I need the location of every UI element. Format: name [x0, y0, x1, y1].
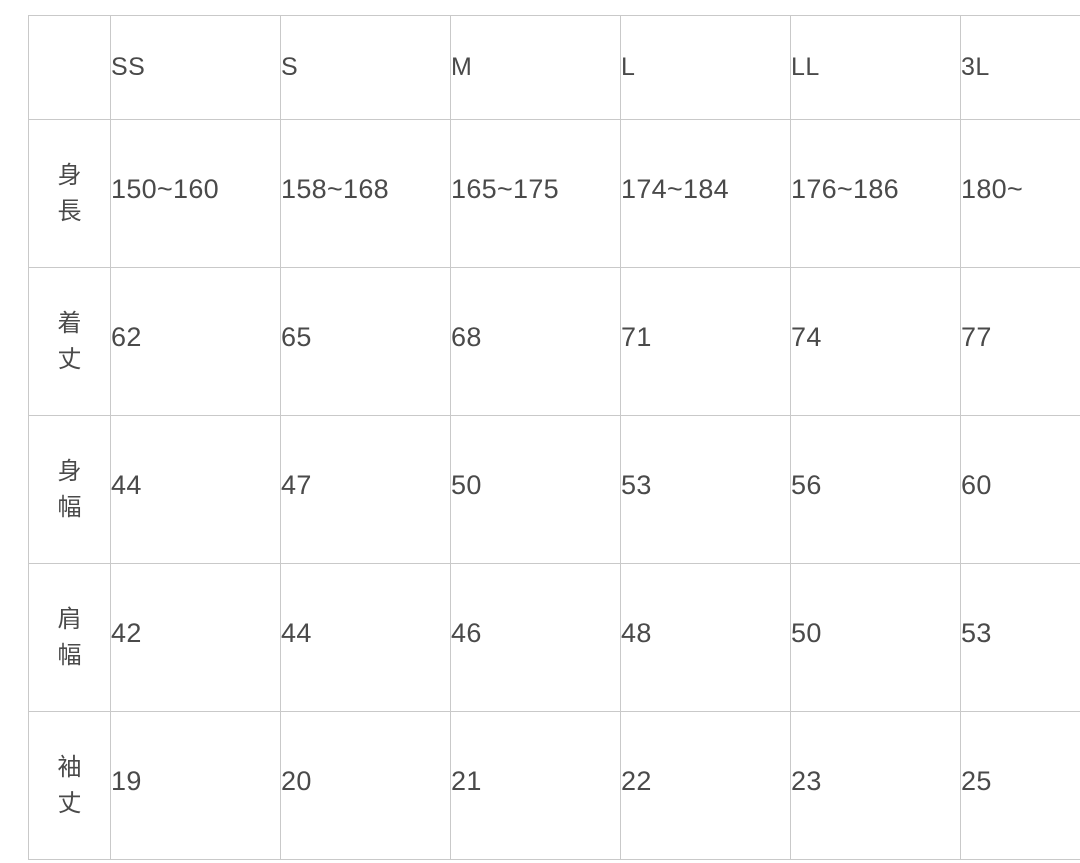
cell-value: 53 — [621, 470, 652, 500]
table-cell: 174~184 — [620, 119, 791, 268]
cell-value: 23 — [791, 766, 822, 796]
row-label-shincho: 身 長 — [28, 119, 111, 268]
table-cell: 44 — [280, 563, 451, 712]
table-cell: 50 — [450, 415, 621, 564]
table-cell: 56 — [790, 415, 961, 564]
cell-value: 158~168 — [281, 174, 389, 204]
cell-value: 150~160 — [111, 174, 219, 204]
table-cell: 23 — [790, 711, 961, 860]
row-label-char: 幅 — [57, 641, 82, 669]
table-row: 身 幅 44 47 50 53 56 60 — [28, 415, 1080, 564]
row-label-char: 袖 — [57, 753, 82, 781]
table-corner-cell — [28, 15, 111, 120]
cell-value: 60 — [961, 470, 992, 500]
table-row: 袖 丈 19 20 21 22 23 25 — [28, 711, 1080, 860]
table-cell: 53 — [960, 563, 1080, 712]
cell-value: 44 — [111, 470, 142, 500]
row-label-char: 肩 — [57, 605, 82, 633]
table-cell: 46 — [450, 563, 621, 712]
cell-value: 48 — [621, 618, 652, 648]
cell-value: 50 — [791, 618, 822, 648]
row-label-char: 長 — [57, 197, 82, 225]
cell-value: 44 — [281, 618, 312, 648]
row-label-katahaba: 肩 幅 — [28, 563, 111, 712]
table-cell: 71 — [620, 267, 791, 416]
table-cell: 150~160 — [110, 119, 281, 268]
table-cell: 60 — [960, 415, 1080, 564]
cell-value: 47 — [281, 470, 312, 500]
table-row: 身 長 150~160 158~168 165~175 174~184 176~… — [28, 119, 1080, 268]
cell-value: 180~ — [961, 174, 1024, 204]
row-label-char: 幅 — [57, 493, 82, 521]
cell-value: 68 — [451, 322, 482, 352]
cell-value: 25 — [961, 766, 992, 796]
table-cell: 180~ — [960, 119, 1080, 268]
cell-value: 19 — [111, 766, 142, 796]
table-cell: 62 — [110, 267, 281, 416]
cell-value: 174~184 — [621, 174, 729, 204]
cell-value: 74 — [791, 322, 822, 352]
column-header-m: M — [450, 15, 621, 120]
table-row: 着 丈 62 65 68 71 74 77 — [28, 267, 1080, 416]
table-cell: 53 — [620, 415, 791, 564]
table-cell: 176~186 — [790, 119, 961, 268]
cell-value: 165~175 — [451, 174, 559, 204]
cell-value: 56 — [791, 470, 822, 500]
table-cell: 48 — [620, 563, 791, 712]
row-label-char: 着 — [57, 309, 82, 337]
table-row: 肩 幅 42 44 46 48 50 53 — [28, 563, 1080, 712]
table-cell: 44 — [110, 415, 281, 564]
cell-value: 62 — [111, 322, 142, 352]
table-cell: 47 — [280, 415, 451, 564]
row-label-char: 丈 — [57, 345, 82, 373]
size-chart-container: SS S M L LL 3L 身 長 150~160 158~168 165~1… — [28, 15, 1080, 860]
table-cell: 20 — [280, 711, 451, 860]
row-label-mihaba: 身 幅 — [28, 415, 111, 564]
cell-value: 65 — [281, 322, 312, 352]
cell-value: 21 — [451, 766, 482, 796]
table-cell: 74 — [790, 267, 961, 416]
cell-value: 53 — [961, 618, 992, 648]
table-cell: 19 — [110, 711, 281, 860]
table-cell: 21 — [450, 711, 621, 860]
row-label-sodetake: 袖 丈 — [28, 711, 111, 860]
cell-value: 71 — [621, 322, 652, 352]
cell-value: 42 — [111, 618, 142, 648]
column-header-3l: 3L — [960, 15, 1080, 120]
table-header-row: SS S M L LL 3L — [28, 15, 1080, 120]
table-cell: 65 — [280, 267, 451, 416]
cell-value: 46 — [451, 618, 482, 648]
row-label-char: 身 — [57, 161, 82, 189]
row-label-kitake: 着 丈 — [28, 267, 111, 416]
table-cell: 77 — [960, 267, 1080, 416]
column-header-ss: SS — [110, 15, 281, 120]
cell-value: 176~186 — [791, 174, 899, 204]
cell-value: 77 — [961, 322, 992, 352]
cell-value: 20 — [281, 766, 312, 796]
cell-value: 22 — [621, 766, 652, 796]
table-cell: 42 — [110, 563, 281, 712]
table-cell: 68 — [450, 267, 621, 416]
table-cell: 50 — [790, 563, 961, 712]
row-label-char: 身 — [57, 457, 82, 485]
cell-value: 50 — [451, 470, 482, 500]
table-cell: 25 — [960, 711, 1080, 860]
table-cell: 158~168 — [280, 119, 451, 268]
table-cell: 22 — [620, 711, 791, 860]
row-label-char: 丈 — [57, 789, 82, 817]
column-header-l: L — [620, 15, 791, 120]
table-cell: 165~175 — [450, 119, 621, 268]
column-header-ll: LL — [790, 15, 961, 120]
column-header-s: S — [280, 15, 451, 120]
size-chart-table: SS S M L LL 3L 身 長 150~160 158~168 165~1… — [28, 15, 1080, 860]
